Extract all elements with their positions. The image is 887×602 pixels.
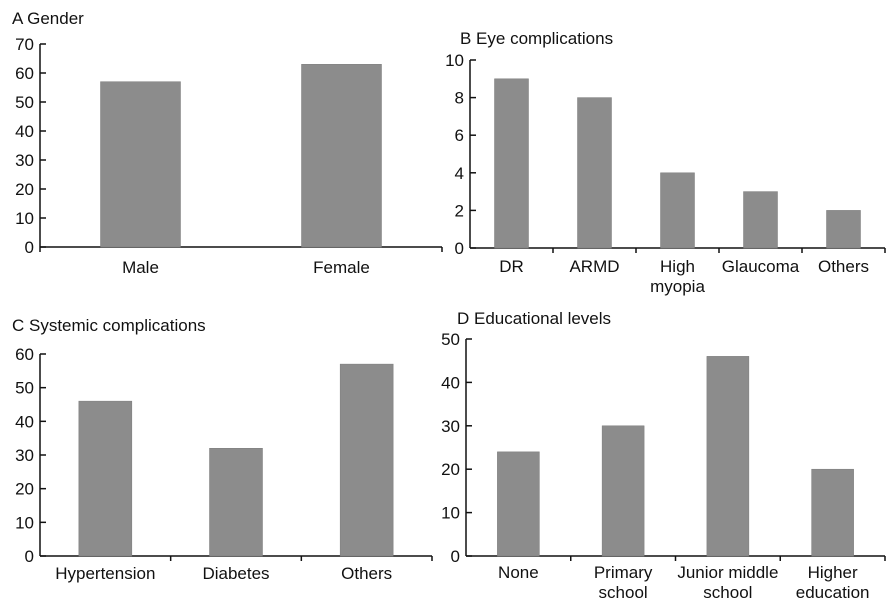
chart3-category-label: Higher (808, 563, 858, 582)
chart2-category-label: Hypertension (55, 564, 155, 583)
chart1-category-label: High (660, 257, 695, 276)
chart0-y-tick-label: 20 (15, 180, 34, 199)
chart3-category-label: None (498, 563, 539, 582)
chart1-bar-2 (660, 172, 695, 249)
chart3-y-tick-label: 30 (441, 417, 460, 436)
chart3-bar-2 (706, 356, 750, 557)
chart1-y-tick-label: 0 (455, 239, 464, 258)
chart1-y-tick-label: 6 (455, 126, 464, 145)
chart0-y-tick-label: 0 (25, 238, 34, 257)
chart0-y-tick-label: 60 (15, 64, 34, 83)
panel-gender: A Gender 0 10 20 30 40 50 60 70 Male Female (12, 9, 443, 277)
chart2-y-tick-label: 40 (15, 412, 34, 431)
chart2-y-tick-label: 20 (15, 480, 34, 499)
chart0-category-label: Male (122, 258, 159, 277)
chart0-bar-1 (301, 64, 382, 248)
chart2-category-label: Others (341, 564, 392, 583)
chart3-category-label: school (703, 583, 752, 602)
chart0-bar-0 (100, 81, 181, 248)
chart1-y-tick-label: 4 (455, 164, 464, 183)
chart1-bar-1 (577, 97, 612, 249)
chart2-bar-2 (339, 363, 394, 557)
chart1-title: B Eye complications (460, 29, 613, 48)
chart1-category-label: DR (499, 257, 524, 276)
chart1-y-tick-label: 8 (455, 89, 464, 108)
chart3-category-label: Primary (594, 563, 653, 582)
chart2-y-tick-label: 50 (15, 379, 34, 398)
chart3-y-tick-label: 10 (441, 504, 460, 523)
chart3-bar-3 (811, 468, 854, 557)
chart1-category-label: Glaucoma (722, 257, 800, 276)
chart2-y-tick-label: 60 (15, 345, 34, 364)
chart3-bar-0 (497, 451, 540, 557)
panel-systemic-complications: C Systemic complications 0 10 20 30 40 50 60 Hyp… (12, 316, 433, 583)
panel-educational-levels: D Educational levels 0 10 20 30 40 50 None Prima… (441, 309, 886, 602)
chart1-category-label: ARMD (569, 257, 619, 276)
chart3-y-tick-label: 50 (441, 330, 460, 349)
chart1-y-tick-label: 2 (455, 201, 464, 220)
chart0-y-tick-label: 70 (15, 35, 34, 54)
chart0-category-label: Female (313, 258, 370, 277)
chart3-bar-1 (601, 425, 645, 557)
chart0-title: A Gender (12, 9, 84, 28)
chart0-y-tick-label: 50 (15, 93, 34, 112)
chart2-y-tick-label: 10 (15, 513, 34, 532)
chart1-bar-3 (743, 191, 778, 249)
chart0-y-tick-label: 10 (15, 209, 34, 228)
chart3-title: D Educational levels (457, 309, 611, 328)
chart2-y-tick-label: 0 (25, 547, 34, 566)
chart3-y-tick-label: 20 (441, 460, 460, 479)
chart0-y-tick-label: 40 (15, 122, 34, 141)
chart1-bar-4 (826, 210, 861, 249)
chart2-category-label: Diabetes (202, 564, 269, 583)
chart3-category-label: education (796, 583, 870, 602)
chart0-y-tick-label: 30 (15, 151, 34, 170)
chart2-bar-1 (209, 448, 263, 557)
chart1-y-tick-label: 10 (445, 51, 464, 70)
chart3-y-tick-label: 0 (451, 547, 460, 566)
panel-eye-complications: B Eye complications 0 2 4 6 8 10 DR ARMD Highmyop… (445, 29, 886, 296)
chart3-y-tick-label: 40 (441, 373, 460, 392)
chart1-category-label: Others (818, 257, 869, 276)
chart2-bar-0 (78, 400, 133, 557)
chart1-bar-0 (494, 78, 529, 249)
chart3-category-label: Junior middle (677, 563, 778, 582)
chart3-category-label: school (599, 583, 648, 602)
chart1-category-label: myopia (650, 277, 705, 296)
chart2-y-tick-label: 30 (15, 446, 34, 465)
chart2-title: C Systemic complications (12, 316, 206, 335)
